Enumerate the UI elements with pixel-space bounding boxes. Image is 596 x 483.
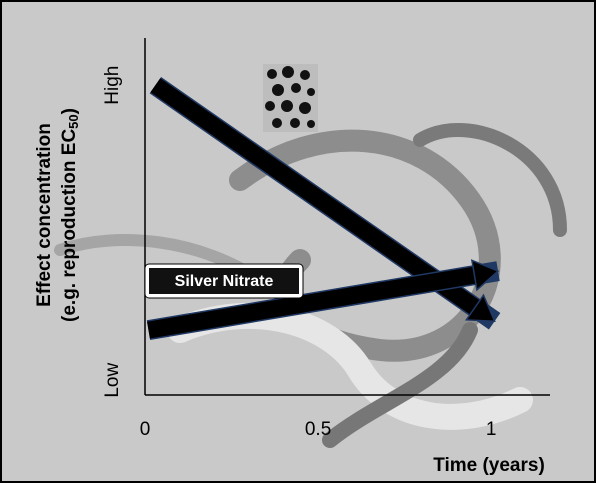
x-tick-label: 1: [486, 419, 497, 440]
y-label-subscript: 50: [66, 114, 81, 128]
y-tick-label: High: [102, 66, 123, 105]
arrow-shaft-fill: [147, 266, 476, 339]
nanoparticle-image: [263, 64, 318, 132]
arrow-head: [470, 259, 500, 292]
x-tick-label: 0: [140, 419, 151, 440]
series-label: Silver Nitrate: [144, 263, 304, 299]
y-label-text: ): [59, 108, 80, 114]
x-axis-label: Time (years): [433, 455, 545, 476]
arrow-head: [464, 293, 496, 323]
label-text: Silver Nitrate: [175, 273, 274, 290]
y-axis-label: Effect concentration (e.g. reproduction …: [34, 108, 81, 322]
arrow-shaft-fill: [150, 78, 480, 315]
y-axis-label-line: (e.g. reproduction EC50): [59, 108, 81, 322]
y-tick-label: Low: [102, 363, 123, 398]
x-tick-label: 0.5: [305, 419, 331, 440]
label-band: [149, 268, 299, 294]
y-label-text: (e.g. reproduction EC: [59, 129, 80, 322]
y-axis-label-line: Effect concentration: [34, 123, 55, 307]
